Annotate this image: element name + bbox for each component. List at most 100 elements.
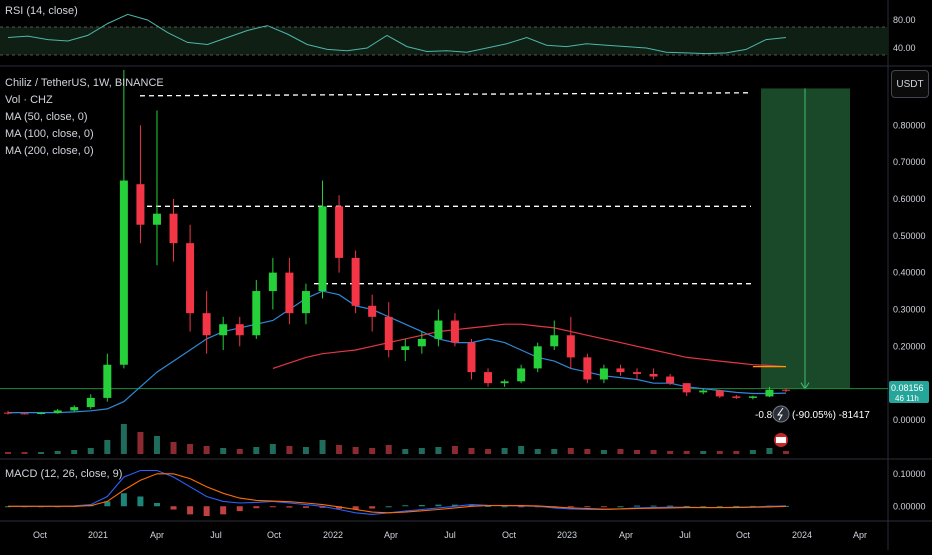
- volume-bar: [203, 446, 210, 454]
- indicator-volume[interactable]: Vol · CHZ: [5, 94, 53, 106]
- current-price-tag: [889, 380, 929, 403]
- candle-body: [202, 313, 211, 336]
- volume-bar: [534, 449, 541, 454]
- volume-bar: [352, 447, 359, 454]
- price-tick-label: 0.00000: [893, 415, 926, 425]
- candle-body: [384, 316, 393, 350]
- macd-histogram-bar: [402, 505, 409, 507]
- macd-histogram-bar: [236, 506, 243, 512]
- rsi-tick-label: 40.00: [893, 43, 916, 53]
- candle-body: [633, 372, 642, 374]
- volume-bar: [418, 448, 425, 454]
- candle-body: [715, 390, 724, 397]
- current-price-countdown: 46 11h: [895, 394, 919, 403]
- macd-histogram-bar: [716, 506, 723, 508]
- candle-body: [219, 324, 228, 336]
- candle-body: [450, 320, 459, 343]
- candle-body: [351, 257, 360, 306]
- candle-body: [500, 381, 509, 384]
- macd-histogram-bar: [567, 506, 574, 508]
- volume-bar: [634, 450, 641, 454]
- macd-histogram-bar: [104, 501, 111, 507]
- volume-bar: [600, 450, 607, 454]
- indicator-ma50[interactable]: MA (50, close, 0): [5, 111, 88, 123]
- macd-histogram-bar: [153, 503, 160, 507]
- volume-bar: [700, 451, 707, 454]
- volume-bar: [468, 448, 475, 454]
- ma-line: [272, 323, 787, 369]
- macd-histogram-bar: [253, 506, 260, 509]
- price-tick-label: 0.20000: [893, 341, 926, 351]
- price-tick-label: 0.60000: [893, 194, 926, 204]
- macd-histogram-bar: [733, 505, 740, 507]
- indicator-ma100[interactable]: MA (100, close, 0): [5, 128, 94, 140]
- volume-bar: [87, 448, 94, 454]
- volume-bar: [766, 448, 773, 454]
- macd-histogram-bar: [286, 506, 293, 508]
- time-tick-label: 2023: [557, 530, 577, 540]
- candle-body: [119, 180, 128, 365]
- candle-body: [533, 346, 542, 369]
- candle-body: [37, 413, 46, 414]
- symbol-title[interactable]: Chiliz / TetherUS, 1W, BINANCE: [5, 77, 164, 89]
- price-tick-label: 0.40000: [893, 268, 926, 278]
- macd-histogram-bar: [451, 504, 458, 507]
- candle-body: [550, 335, 559, 347]
- candle-body: [666, 376, 675, 384]
- candle-body: [782, 389, 790, 391]
- macd-histogram-bar: [220, 506, 227, 515]
- candle-body: [566, 335, 575, 358]
- price-tick-label: 0.50000: [893, 231, 926, 241]
- candle-body: [699, 390, 708, 393]
- macd-histogram-bar: [600, 506, 607, 508]
- candle-body: [20, 413, 29, 415]
- candle-body: [517, 368, 526, 382]
- volume-bar: [5, 452, 11, 454]
- main-legend: Chiliz / TetherUS, 1W, BINANCE Vol · CHZ…: [5, 75, 164, 160]
- volume-bar: [650, 450, 657, 454]
- volume-bar: [683, 451, 690, 454]
- time-tick-label: Oct: [33, 530, 48, 540]
- macd-histogram-bar: [319, 506, 326, 508]
- macd-histogram-bar: [518, 506, 525, 508]
- macd-histogram-bar: [170, 506, 177, 510]
- volume-bar: [716, 451, 723, 454]
- flag-stripe: [776, 437, 786, 443]
- macd-histogram-bar: [203, 506, 210, 516]
- volume-bar: [302, 447, 309, 454]
- rsi-tick-label: 80.00: [893, 15, 916, 25]
- price-tick-label: 0.30000: [893, 304, 926, 314]
- macd-histogram-bar: [485, 505, 492, 507]
- macd-histogram-bar: [352, 506, 359, 510]
- measure-icon: [772, 405, 790, 423]
- candle-body: [285, 272, 294, 314]
- time-tick-label: Apr: [619, 530, 633, 540]
- resistance-line: [139, 92, 752, 97]
- volume-bar: [733, 451, 740, 454]
- macd-histogram-bar: [269, 506, 276, 508]
- ma-line: [8, 290, 787, 414]
- currency-button[interactable]: USDT: [891, 70, 929, 98]
- price-tick-label: 0.70000: [893, 157, 926, 167]
- candle-body: [748, 396, 757, 398]
- volume-bar: [120, 424, 127, 454]
- volume-bar: [451, 446, 458, 454]
- candle-body: [484, 372, 493, 384]
- time-tick-label: Oct: [267, 530, 282, 540]
- volume-bar: [617, 449, 624, 454]
- volume-bar: [435, 447, 442, 454]
- macd-histogram-bar: [435, 504, 442, 507]
- price-tick-label: 0.80000: [893, 120, 926, 130]
- volume-bar: [187, 444, 194, 454]
- volume-bar: [667, 451, 674, 454]
- time-tick-label: Apr: [384, 530, 398, 540]
- indicator-ma200[interactable]: MA (200, close, 0): [5, 145, 94, 157]
- volume-bar: [286, 446, 293, 454]
- candle-body: [169, 213, 178, 244]
- macd-line: [8, 473, 787, 514]
- macd-histogram-bar: [137, 496, 144, 507]
- candle-body: [86, 397, 95, 408]
- volume-bar: [783, 451, 789, 454]
